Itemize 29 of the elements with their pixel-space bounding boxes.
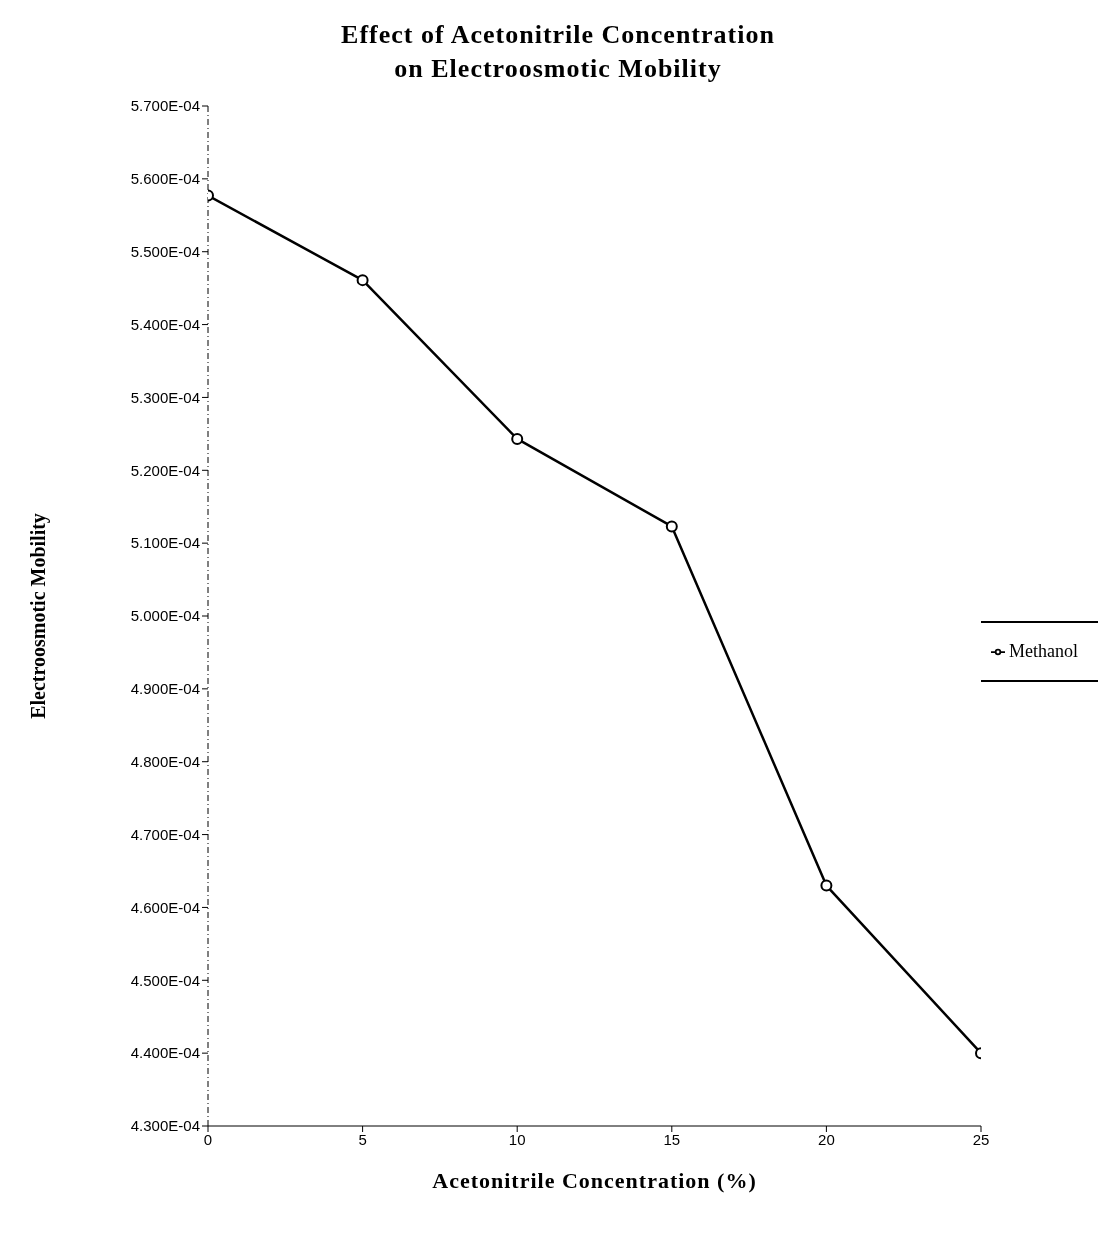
point (356, 274, 369, 287)
point (820, 879, 833, 892)
point (665, 520, 678, 533)
chart-title: Effect of Acetonitrile Concentration on Electroosmotic Mobility (340, 19, 776, 85)
x-tick-label: 10 (508, 1130, 526, 1148)
x-axis-title: Acetonitrile Concentration (%) (432, 1168, 757, 1193)
x-tick-label: 20 (818, 1130, 835, 1148)
legend-label: Methanol (1009, 640, 1078, 661)
x-tick-label: 5 (358, 1130, 367, 1148)
y-tick-label: 4.900E-04 (130, 680, 200, 698)
y-tick-label: 5.400E-04 (130, 315, 200, 333)
y-tick-label: 4.500E-04 (130, 971, 200, 989)
x-tick-label: 15 (663, 1130, 681, 1148)
y-tick-label: 5.200E-04 (130, 461, 200, 479)
y-tick-label: 4.700E-04 (130, 825, 200, 843)
y-tick-label: 5.700E-04 (130, 97, 200, 115)
y-tick-label: 4.600E-04 (130, 898, 200, 916)
y-tick-label: 5.000E-04 (130, 607, 200, 625)
x-tick-label: 25 (972, 1130, 990, 1148)
y-tick-label: 5.500E-04 (130, 243, 200, 261)
y-tick-label: 4.300E-04 (130, 1117, 200, 1135)
point (511, 432, 524, 445)
y-tick-label: 4.400E-04 (130, 1044, 200, 1062)
y-tick-label: 5.600E-04 (130, 170, 200, 188)
y-tick-label: 5.100E-04 (130, 534, 200, 552)
y-axis-title: Electroosmotic Mobility (27, 513, 51, 719)
y-tick-label: 5.300E-04 (130, 388, 200, 406)
x-tick-label: 0 (203, 1130, 213, 1148)
y-tick-label: 4.800E-04 (130, 753, 200, 771)
